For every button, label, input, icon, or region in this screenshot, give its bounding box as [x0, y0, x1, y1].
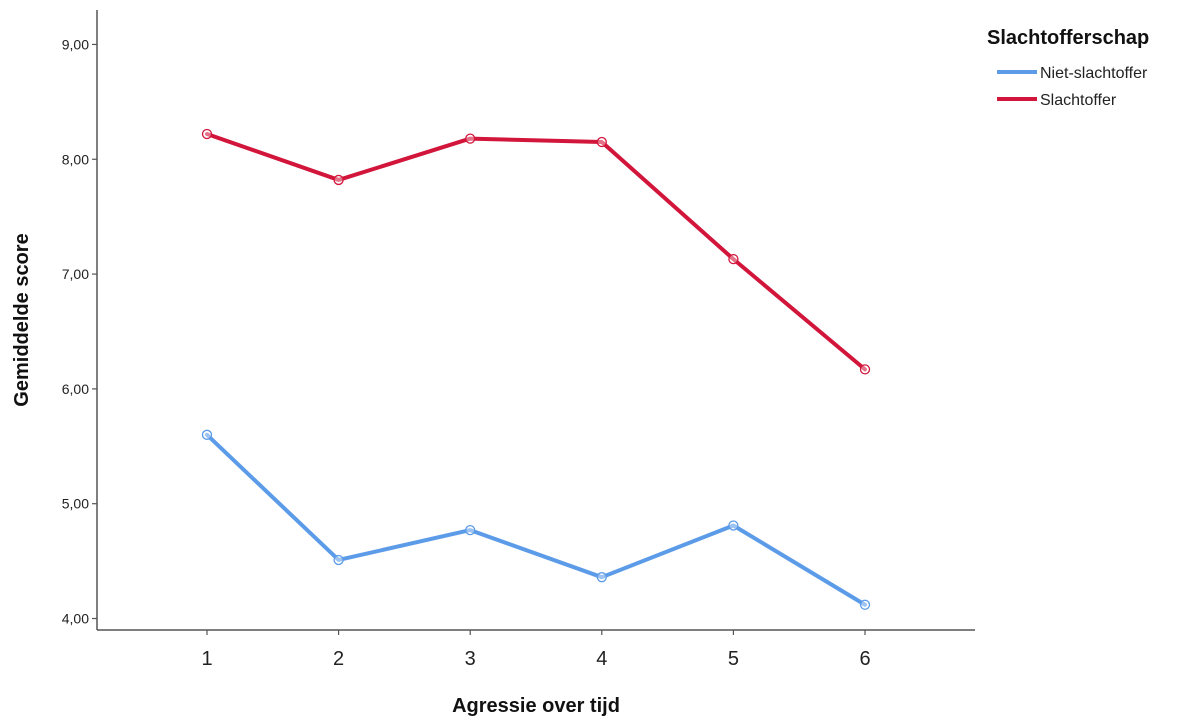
series-lines: [205, 132, 867, 607]
x-axis-title: Agressie over tijd: [452, 695, 620, 717]
data-point: [596, 572, 607, 583]
data-point: [333, 554, 344, 566]
series-points: [201, 128, 871, 610]
data-point: [465, 524, 476, 536]
legend-title: Slachtofferschap: [987, 27, 1149, 49]
series-line-2: [205, 132, 867, 372]
axes: [96, 10, 975, 631]
y-ticks: 4,00 5,00 6,00 7,00 8,00 9,00: [62, 36, 97, 627]
y-tick-label: 7,00: [62, 266, 89, 282]
data-point: [728, 253, 739, 265]
y-tick-label: 6,00: [62, 381, 89, 397]
x-tick-label: 2: [333, 648, 344, 670]
data-point: [201, 429, 213, 440]
legend-label: Slachtoffer: [1040, 92, 1117, 109]
data-point: [596, 136, 607, 148]
y-tick-label: 5,00: [62, 496, 89, 512]
legend-items: Niet-slachtoffer Slachtoffer: [997, 65, 1148, 109]
y-tick-label: 9,00: [62, 36, 89, 52]
data-point: [465, 133, 476, 144]
data-point: [859, 364, 871, 375]
data-point: [333, 174, 344, 186]
x-tick-label: 4: [596, 648, 607, 670]
x-tick-label: 1: [201, 648, 212, 670]
data-point: [859, 599, 871, 610]
x-tick-label: 6: [859, 648, 870, 670]
x-tick-label: 5: [728, 648, 739, 670]
legend: Slachtofferschap Niet-slachtoffer Slachto…: [987, 27, 1149, 109]
data-point: [201, 128, 213, 140]
data-point: [728, 520, 739, 531]
series-line-1: [205, 432, 867, 607]
x-tick-label: 3: [465, 648, 476, 670]
x-ticks: 1 2 3 4 5 6: [201, 630, 871, 670]
y-axis-title: Gemiddelde score: [11, 233, 33, 406]
y-tick-label: 8,00: [62, 151, 89, 167]
y-tick-label: 4,00: [62, 611, 89, 627]
legend-label: Niet-slachtoffer: [1040, 65, 1148, 82]
